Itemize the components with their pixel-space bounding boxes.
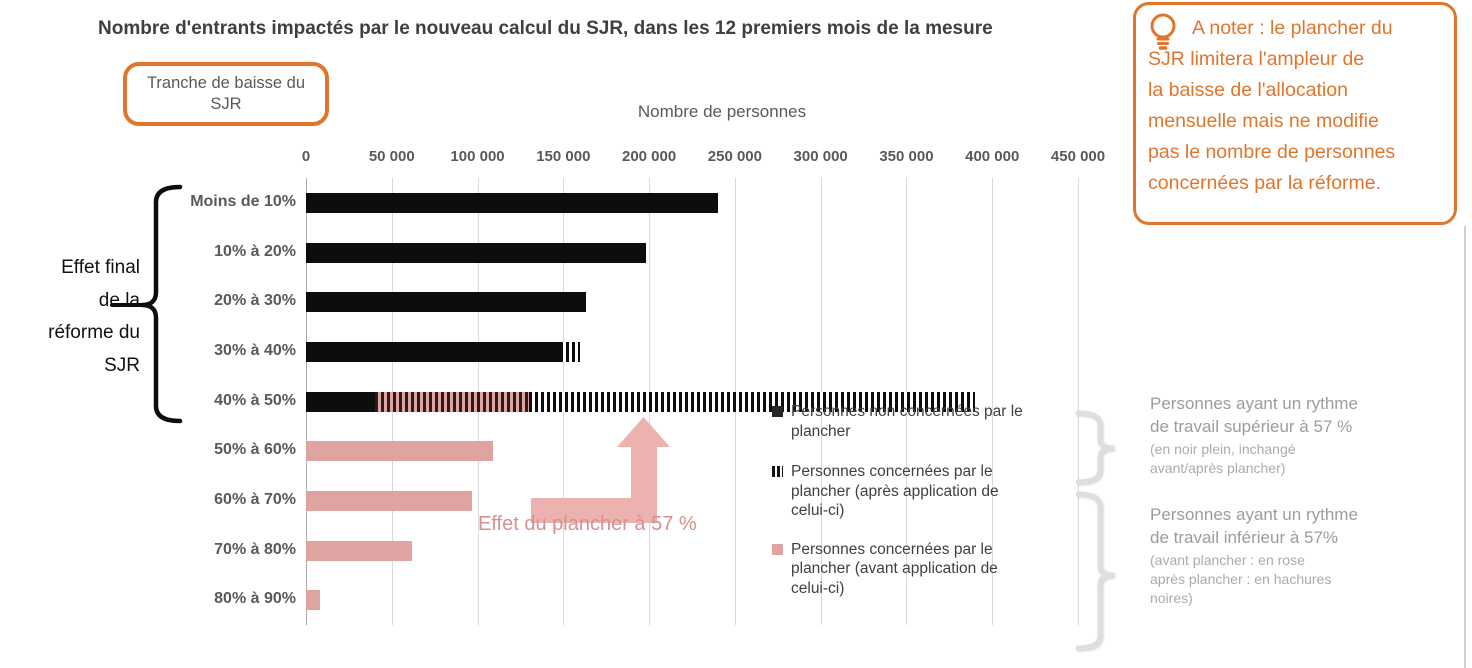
gridline bbox=[1078, 178, 1079, 625]
floor-effect-label: Effet du plancher à 57 % bbox=[478, 513, 697, 535]
x-tick-label: 350 000 bbox=[879, 148, 934, 165]
bar-row bbox=[306, 242, 646, 263]
x-tick-label: 450 000 bbox=[1050, 148, 1106, 165]
category-label: 80% à 90% bbox=[214, 590, 296, 608]
x-tick-label: 300 000 bbox=[793, 148, 848, 165]
x-tick-label: 0 bbox=[301, 148, 311, 165]
bar-row bbox=[306, 391, 976, 412]
bar-segment-rose-hatch bbox=[374, 391, 529, 412]
left-annotation: Effet final de la réforme du SJR bbox=[48, 257, 140, 376]
category-label: 30% à 40% bbox=[214, 341, 296, 359]
legend-item-avant-plancher: Personnes concernées par le plancher (av… bbox=[772, 540, 1092, 599]
bar-segment-rose bbox=[306, 490, 473, 511]
bar-segment-hatch bbox=[559, 341, 581, 362]
bar-row bbox=[306, 590, 320, 611]
bar-segment-black bbox=[306, 391, 375, 412]
gridline bbox=[992, 178, 994, 625]
bar-row bbox=[306, 441, 493, 462]
lightbulb-icon bbox=[1150, 13, 1176, 50]
y-axis-title-box: Tranche de baisse du SJR bbox=[123, 62, 329, 126]
plot-area bbox=[306, 178, 1079, 625]
legend-swatch-hatch-icon bbox=[772, 466, 783, 477]
category-label: 20% à 30% bbox=[214, 292, 296, 310]
bar-row bbox=[306, 192, 718, 213]
page-edge-line bbox=[1464, 226, 1466, 668]
legend-item-apres-plancher: Personnes concernées par le plancher (ap… bbox=[772, 462, 1092, 521]
bar-row bbox=[306, 540, 413, 561]
bar-segment-black bbox=[306, 292, 586, 313]
bar-segment-black bbox=[306, 192, 718, 213]
bar-segment-rose bbox=[306, 590, 320, 611]
note-text: A noter : le plancher du SJR limitera l'… bbox=[1148, 17, 1396, 194]
category-label: 40% à 50% bbox=[214, 391, 296, 409]
annotation-superieur-57: Personnes ayant un rythme de travail sup… bbox=[1150, 394, 1358, 476]
bar-row bbox=[306, 490, 473, 511]
bar-segment-rose bbox=[306, 441, 493, 462]
x-tick-label: 250 000 bbox=[707, 148, 762, 165]
category-label: 50% à 60% bbox=[214, 441, 296, 459]
bar-segment-black bbox=[306, 242, 646, 263]
x-tick-label: 150 000 bbox=[536, 148, 591, 165]
x-axis-title: Nombre de personnes bbox=[637, 102, 807, 121]
legend-swatch-rose-icon bbox=[772, 543, 783, 555]
legend-swatch-black-icon bbox=[772, 406, 783, 417]
category-label: 70% à 80% bbox=[214, 540, 296, 558]
bar-row bbox=[306, 292, 586, 313]
annotation-inferieur-57: Personnes ayant un rythme de travail inf… bbox=[1150, 505, 1358, 606]
x-tick-label: 200 000 bbox=[621, 148, 677, 165]
bar-segment-rose bbox=[306, 540, 413, 561]
x-tick-label: 100 000 bbox=[450, 148, 505, 165]
category-label: 60% à 70% bbox=[214, 490, 296, 508]
x-tick-label: 400 000 bbox=[965, 148, 1020, 165]
bar-segment-hatch bbox=[529, 391, 976, 412]
chart-title: Nombre d'entrants impactés par le nouvea… bbox=[98, 18, 993, 39]
note-callout: A noter : le plancher du SJR limitera l'… bbox=[1133, 2, 1457, 225]
category-label: Moins de 10% bbox=[190, 192, 296, 210]
y-axis-title: Tranche de baisse du SJR bbox=[146, 74, 306, 113]
category-label: 10% à 20% bbox=[214, 242, 296, 260]
x-tick-label: 50 000 bbox=[368, 148, 415, 165]
legend: Personnes non concernées par le plancher… bbox=[772, 402, 1092, 598]
bar-row bbox=[306, 341, 581, 362]
legend-item-non-concernees: Personnes non concernées par le plancher bbox=[772, 402, 1092, 441]
bar-segment-black bbox=[306, 341, 560, 362]
